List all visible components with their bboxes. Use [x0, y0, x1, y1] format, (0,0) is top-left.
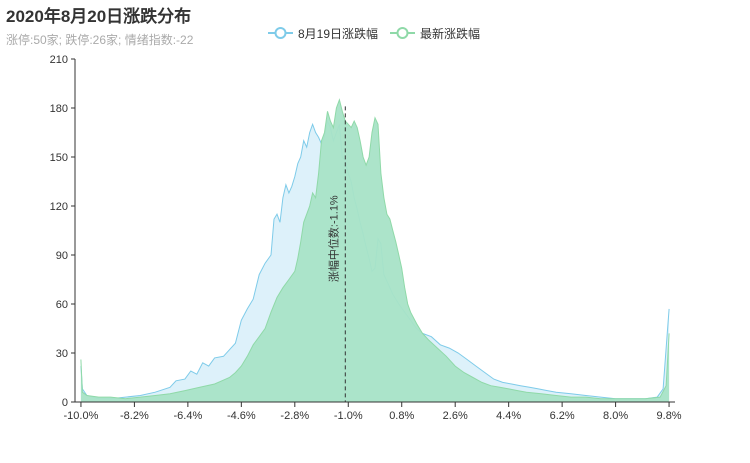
- y-tick-label: 60: [56, 299, 68, 311]
- x-tick-label: -10.0%: [64, 410, 99, 422]
- x-tick-label: 2.6%: [443, 410, 468, 422]
- y-tick-label: 0: [62, 397, 68, 409]
- x-tick-label: -1.0%: [334, 410, 363, 422]
- legend: 8月19日涨跌幅 最新涨跌幅: [268, 25, 492, 41]
- y-tick-label: 150: [50, 152, 68, 164]
- x-tick-label: 4.4%: [496, 410, 521, 422]
- legend-item-latest[interactable]: 最新涨跌幅: [390, 25, 480, 42]
- series-area-1: [80, 99, 670, 403]
- x-tick-label: 9.8%: [657, 410, 682, 422]
- x-tick-label: 8.0%: [603, 410, 628, 422]
- x-tick-label: -6.4%: [173, 410, 202, 422]
- y-tick-label: 120: [50, 201, 68, 213]
- legend-line-marker-icon: [390, 27, 416, 39]
- legend-label-latest: 最新涨跌幅: [420, 26, 481, 41]
- y-tick-label: 180: [50, 103, 68, 115]
- x-tick-label: 6.2%: [550, 410, 575, 422]
- y-tick-label: 30: [56, 348, 68, 360]
- y-tick-label: 90: [56, 250, 68, 262]
- median-label: 涨幅中位数:-1.1%: [326, 195, 340, 282]
- x-tick-label: -4.6%: [227, 410, 256, 422]
- legend-label-prev-day: 8月19日涨跌幅: [298, 26, 379, 41]
- series-line-1: [80, 98, 670, 400]
- median-layer: 涨幅中位数:-1.1%: [326, 106, 346, 402]
- x-tick-label: -2.8%: [280, 410, 309, 422]
- series-layer: [80, 98, 670, 403]
- x-tick-label: 0.8%: [389, 410, 414, 422]
- x-tick-label: -8.2%: [120, 410, 149, 422]
- legend-item-prev-day[interactable]: 8月19日涨跌幅: [268, 25, 378, 42]
- y-tick-label: 210: [50, 54, 68, 66]
- legend-line-marker-icon: [268, 27, 293, 39]
- chart-title: 2020年8月20日涨跌分布: [6, 7, 192, 26]
- chart-subtitle: 涨停:50家; 跌停:26家; 情绪指数:-22: [6, 33, 194, 47]
- axes-layer: 0 30 60 90 120 150 180 210 -10.0% -8.2% -6.4% -4.6%…: [50, 54, 682, 422]
